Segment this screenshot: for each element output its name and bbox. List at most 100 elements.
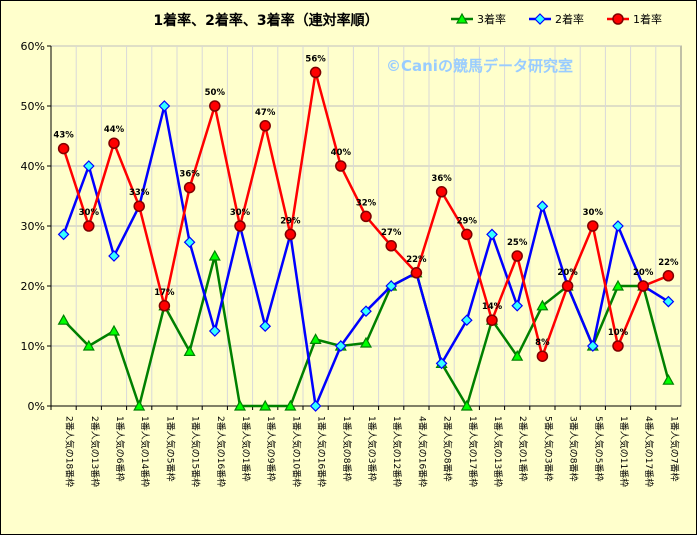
legend-label: 3着率 [477, 12, 506, 26]
data-label: 20% [633, 268, 654, 278]
data-point [536, 350, 549, 362]
data-point [410, 267, 423, 279]
x-tick-label: 5番人気の3番枠 [542, 416, 554, 481]
data-point [536, 200, 549, 213]
x-tick-label: 2番人気の1番枠 [517, 416, 529, 481]
data-point [360, 305, 372, 318]
y-tick-label: 60% [21, 40, 45, 53]
data-point [334, 340, 347, 352]
data-point [611, 279, 625, 291]
data-point [57, 228, 70, 241]
x-tick-label: 1番人気の6番枠 [114, 416, 126, 481]
data-point [284, 399, 297, 411]
data-point [612, 220, 624, 232]
x-axis: 2番人気の18番枠 2番人気の13番枠 1番人気の6番枠 1番人気の14番枠 1番人気の… [50, 405, 681, 487]
data-point [385, 240, 397, 252]
legend-marker [612, 13, 624, 25]
data-point [309, 400, 322, 412]
data-point [284, 228, 297, 241]
data-label: 44% [104, 125, 125, 135]
data-point [158, 300, 171, 312]
data-point [486, 228, 498, 241]
data-point [511, 349, 524, 361]
data-label: 30% [583, 208, 604, 218]
data-point [133, 200, 145, 212]
data-label: 29% [457, 216, 478, 226]
x-tick-label: 2番人気の13番枠 [89, 416, 101, 487]
data-point [587, 220, 599, 232]
data-point [435, 186, 448, 198]
x-tick-label: 2番人気の18番枠 [64, 416, 76, 487]
data-label: 29% [280, 216, 301, 226]
data-label: 30% [79, 208, 100, 218]
x-tick-label: 1番人気の3番枠 [366, 416, 378, 481]
data-point [83, 220, 95, 232]
x-tick-label: 1番人気の9番枠 [265, 416, 277, 481]
data-point [335, 160, 347, 172]
data-label: 14% [482, 302, 503, 312]
data-point [461, 228, 473, 241]
y-tick-label: 10% [21, 340, 45, 353]
y-tick-label: 30% [21, 220, 45, 233]
y-axis: 0% 10% 20% 30% 40% 50% 60% [21, 40, 52, 413]
data-point [460, 399, 473, 411]
data-point [108, 137, 120, 149]
data-label: 50% [205, 88, 226, 98]
data-point [208, 325, 221, 337]
y-tick-label: 40% [21, 160, 45, 173]
series-group [57, 66, 675, 412]
data-point [82, 339, 95, 351]
data-label: 25% [507, 238, 528, 248]
data-point [662, 373, 675, 385]
legend-label: 1着率 [633, 12, 662, 26]
x-tick-label: 2番人気の8番枠 [442, 416, 454, 481]
data-label: 33% [129, 188, 150, 198]
data-point [259, 320, 272, 333]
data-label: 27% [381, 228, 402, 238]
data-label: 10% [608, 328, 629, 338]
data-label: 17% [154, 288, 175, 298]
data-point [612, 340, 624, 352]
data-point [309, 333, 322, 344]
data-point [183, 181, 196, 194]
data-label: 8% [535, 338, 550, 348]
data-label: 20% [557, 268, 578, 278]
x-tick-label: 1番人気の17番枠 [467, 416, 479, 487]
data-point [259, 399, 272, 411]
x-tick-label: 1番人気の15番枠 [190, 416, 202, 487]
x-tick-label: 4番人気の16番枠 [416, 416, 428, 487]
data-label: 36% [431, 174, 452, 184]
gridlines [51, 45, 681, 406]
data-point [133, 399, 146, 411]
data-point [234, 220, 246, 232]
data-point [209, 100, 221, 112]
x-tick-label: 1番人気の16番枠 [316, 416, 328, 487]
y-tick-label: 20% [21, 280, 45, 293]
x-tick-label: 4番人気の17番枠 [643, 416, 655, 487]
x-tick-label: 1番人気の8番枠 [341, 416, 353, 481]
series-2 [57, 100, 675, 412]
x-tick-label: 1番人気の13番枠 [492, 416, 504, 487]
data-point [536, 299, 549, 311]
x-tick-label: 1番人気の1番枠 [240, 416, 252, 481]
legend: 3着率 2着率 1着率 [451, 12, 662, 26]
data-point [57, 313, 70, 325]
legend-marker [455, 12, 469, 24]
data-point [82, 160, 95, 172]
data-label: 36% [179, 170, 200, 180]
data-point [208, 249, 221, 261]
data-point [57, 142, 70, 155]
x-tick-label: 1番人気の14番枠 [139, 416, 151, 487]
x-tick-label: 5番人気の5番枠 [593, 416, 605, 481]
data-point [183, 345, 196, 356]
data-point [435, 357, 448, 370]
data-point [359, 336, 373, 348]
data-label: 47% [255, 108, 276, 118]
watermark-text: ©Caniの競馬データ研究室 [386, 57, 573, 75]
data-label: 22% [658, 258, 679, 268]
data-point [233, 399, 247, 411]
data-label: 32% [356, 198, 377, 208]
data-label: 40% [331, 148, 352, 158]
data-point [385, 280, 398, 292]
y-tick-label: 0% [28, 400, 45, 413]
